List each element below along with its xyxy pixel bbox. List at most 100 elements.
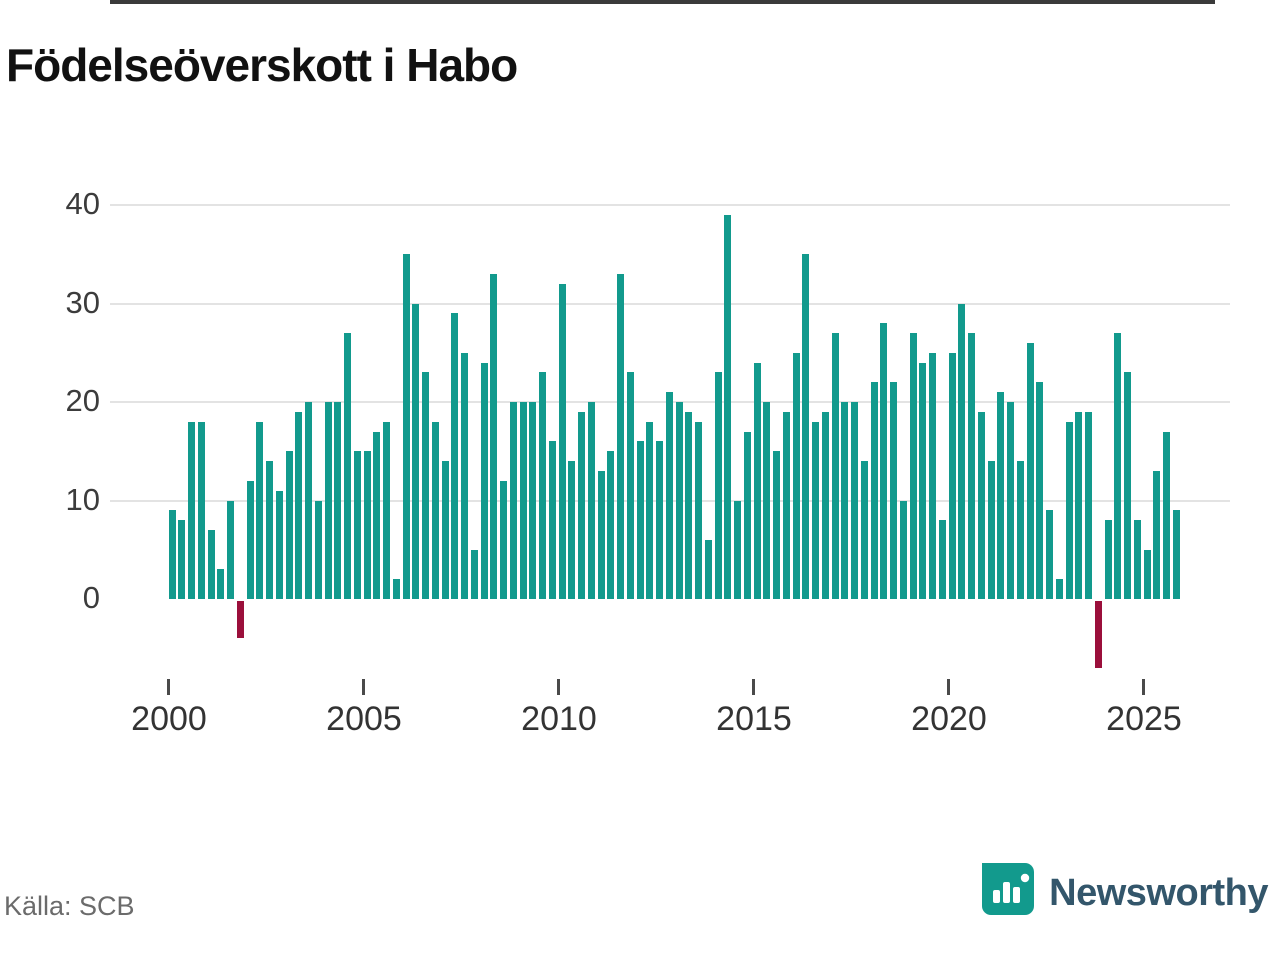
bar: [558, 283, 566, 599]
bar: [851, 402, 858, 599]
bar: [831, 333, 839, 599]
bar: [782, 411, 790, 599]
bar: [656, 441, 663, 599]
bar: [890, 382, 897, 599]
bar: [977, 411, 985, 599]
bar: [734, 500, 741, 599]
bar: [812, 421, 819, 599]
bar: [1026, 342, 1034, 599]
bar: [480, 362, 488, 599]
x-tick-2020: [947, 679, 950, 695]
bar: [773, 451, 780, 599]
bar: [519, 402, 527, 599]
x-tick-2025: [1142, 679, 1145, 695]
x-tick-2000: [167, 679, 170, 695]
bar: [1075, 411, 1083, 599]
bar: [1172, 510, 1180, 599]
bar: [373, 431, 381, 599]
bar: [207, 530, 215, 599]
bar: [305, 402, 312, 599]
bar: [860, 461, 868, 599]
bar: [1153, 470, 1161, 599]
bar: [997, 392, 1005, 599]
bar: [1016, 461, 1024, 599]
bar: [461, 352, 468, 599]
source-note: Källa: SCB: [4, 891, 135, 921]
bar: [675, 402, 683, 599]
bar: [412, 303, 420, 599]
y-tick-label-10: 10: [65, 481, 100, 517]
bar: [353, 451, 361, 599]
bar: [344, 333, 351, 599]
bar: [1036, 382, 1044, 599]
bar: [626, 372, 634, 599]
bar: [334, 402, 342, 599]
bar: [704, 539, 712, 599]
y-tick-label-20: 20: [65, 383, 100, 418]
bar: [617, 273, 624, 599]
bar: [841, 402, 849, 599]
x-tick-label-2005: 2005: [326, 700, 402, 738]
bar: [1085, 411, 1092, 599]
newsworthy-logo-icon: [981, 862, 1035, 925]
bar: [1094, 601, 1102, 668]
x-tick-label-2020: 2020: [911, 700, 987, 738]
bar: [1143, 549, 1151, 599]
bar: [246, 480, 254, 599]
bar: [168, 510, 176, 599]
x-tick-2015: [752, 679, 755, 695]
bar: [275, 490, 283, 599]
bar: [509, 402, 517, 599]
bar: [743, 431, 751, 599]
bar: [968, 333, 975, 599]
bar: [870, 382, 878, 599]
bar: [948, 352, 956, 599]
bar: [539, 372, 546, 599]
bar: [529, 402, 537, 599]
x-tick-label-2000: 2000: [131, 700, 207, 738]
bar: [607, 451, 615, 599]
bar: [490, 273, 498, 599]
bar: [500, 480, 507, 599]
bar: [548, 441, 556, 599]
y-tick-label-40: 40: [65, 186, 100, 221]
bar: [597, 470, 605, 599]
bar: [1114, 333, 1122, 599]
bar: [1124, 372, 1131, 599]
bar: [1046, 510, 1053, 599]
bar: [665, 392, 673, 599]
bar: [441, 461, 449, 599]
bar: [314, 500, 322, 599]
bar: [929, 352, 936, 599]
bar: [919, 362, 927, 599]
bar: [938, 520, 946, 599]
x-tick-label-2015: 2015: [716, 700, 792, 738]
bar: [724, 214, 732, 599]
bar: [402, 254, 410, 599]
bar: [266, 461, 273, 599]
bar: [568, 461, 576, 599]
bar: [763, 402, 771, 599]
bar: [685, 411, 693, 599]
bar: [1065, 421, 1073, 599]
x-tick-2010: [557, 679, 560, 695]
bar: [646, 421, 654, 599]
brand-lockup: Newsworthy: [981, 862, 1268, 925]
bar: [422, 372, 429, 599]
bar: [363, 451, 371, 599]
bar: [178, 520, 186, 599]
bar: [714, 372, 722, 599]
x-axis-line: [110, 0, 1215, 4]
bar: [753, 362, 761, 599]
bar: [470, 549, 478, 599]
x-tick-label-2025: 2025: [1106, 700, 1182, 738]
gridline-30: [110, 302, 1230, 305]
bar: [1055, 579, 1063, 599]
bar: [285, 451, 293, 599]
gridline-40: [110, 204, 1230, 206]
bar: [431, 421, 439, 599]
bar: [392, 579, 400, 599]
bar: [383, 421, 390, 599]
